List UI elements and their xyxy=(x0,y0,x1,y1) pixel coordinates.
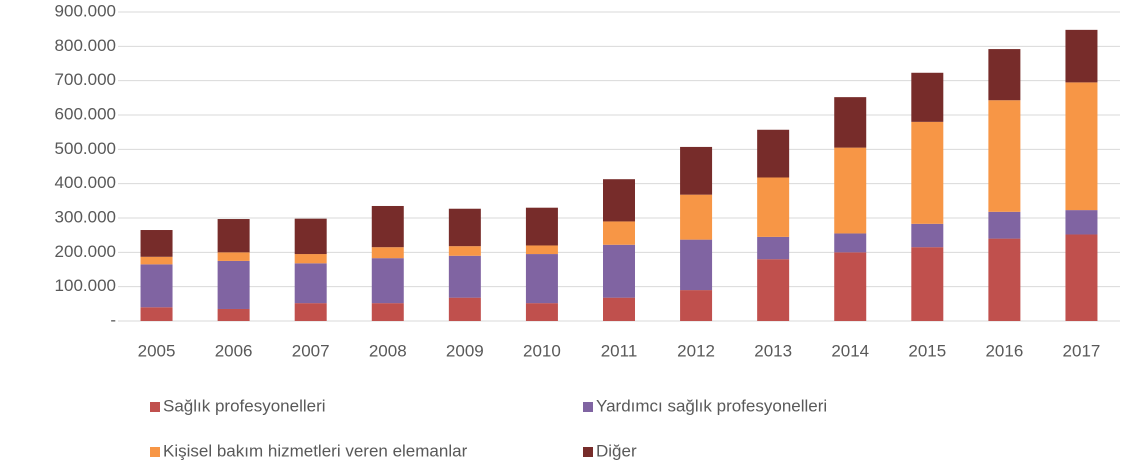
bar-segment xyxy=(911,223,944,248)
y-tick-label: 300.000 xyxy=(55,207,116,226)
bar-segment xyxy=(525,245,558,255)
bar-segment xyxy=(1065,82,1098,211)
bar-segment xyxy=(448,255,481,298)
legend-label: Sağlık profesyonelleri xyxy=(163,396,326,415)
x-tick-label: 2010 xyxy=(523,341,561,360)
legend-label: Kişisel bakım hizmetleri veren elemanlar xyxy=(163,441,468,460)
x-tick-label: 2014 xyxy=(831,341,869,360)
bar-segment xyxy=(217,252,250,261)
bar-segment xyxy=(371,205,404,248)
bar-segment xyxy=(448,208,481,247)
bar-segment xyxy=(448,246,481,256)
x-tick-label: 2015 xyxy=(908,341,946,360)
bar-segment xyxy=(1065,210,1098,235)
bar-segment xyxy=(294,303,327,321)
x-tick-label: 2012 xyxy=(677,341,715,360)
y-tick-label: 100.000 xyxy=(55,276,116,295)
bar-segment xyxy=(680,146,713,195)
x-tick-label: 2005 xyxy=(138,341,176,360)
bar-segment xyxy=(911,72,944,122)
bar-segment xyxy=(988,100,1021,212)
y-tick-label: - xyxy=(110,310,116,329)
y-tick-label: 800.000 xyxy=(55,36,116,55)
legend-label: Diğer xyxy=(596,441,637,460)
bar-segment xyxy=(525,254,558,304)
y-tick-label: 400.000 xyxy=(55,173,116,192)
x-tick-label: 2013 xyxy=(754,341,792,360)
x-tick-label: 2006 xyxy=(215,341,253,360)
bar-segment xyxy=(371,258,404,304)
bar-segment xyxy=(834,97,867,148)
bar-segment xyxy=(603,297,635,321)
bar-segment xyxy=(680,194,713,240)
legend-swatch xyxy=(583,447,593,457)
bar-segment xyxy=(680,239,713,291)
bar-segment xyxy=(448,297,481,321)
legend-label: Yardımcı sağlık profesyonelleri xyxy=(596,396,827,415)
bar-segment xyxy=(1065,234,1098,321)
bar-segment xyxy=(140,230,173,257)
y-tick-label: 200.000 xyxy=(55,242,116,261)
bar-segment xyxy=(371,303,404,321)
x-tick-label: 2017 xyxy=(1063,341,1101,360)
bar-segment xyxy=(757,259,790,321)
bar-segment xyxy=(988,238,1021,321)
bar-segment xyxy=(217,308,250,321)
bar-segment xyxy=(140,264,173,308)
x-tick-label: 2008 xyxy=(369,341,407,360)
y-tick-label: 700.000 xyxy=(55,70,116,89)
bar-segment xyxy=(294,254,327,264)
bar-segment xyxy=(371,247,404,259)
bar-segment xyxy=(603,179,635,222)
legend-swatch xyxy=(150,447,160,457)
x-tick-label: 2009 xyxy=(446,341,484,360)
y-tick-label: 600.000 xyxy=(55,104,116,123)
bar-segment xyxy=(603,244,635,298)
bar-segment xyxy=(525,303,558,321)
bar-segment xyxy=(140,256,173,265)
bar-segment xyxy=(757,236,790,260)
bar-segment xyxy=(217,219,250,253)
bar-segment xyxy=(911,247,944,321)
bar-segment xyxy=(988,49,1021,101)
bar-segment xyxy=(1065,29,1098,83)
bar-segment xyxy=(217,260,250,309)
bar-segment xyxy=(911,121,944,224)
bar-segment xyxy=(140,307,173,321)
bar-segment xyxy=(757,177,790,237)
legend-swatch xyxy=(150,402,160,412)
x-tick-label: 2016 xyxy=(985,341,1023,360)
bar-segment xyxy=(603,221,635,245)
bar-segment xyxy=(834,233,867,253)
bar-segment xyxy=(294,263,327,304)
bar-segment xyxy=(525,207,558,246)
y-tick-label: 500.000 xyxy=(55,139,116,158)
y-tick-label: 900.000 xyxy=(55,1,116,20)
x-tick-label: 2007 xyxy=(292,341,330,360)
bar-segment xyxy=(988,211,1021,239)
bar-segment xyxy=(757,129,790,178)
bar-segment xyxy=(294,218,327,255)
bar-segment xyxy=(680,290,713,321)
x-tick-label: 2011 xyxy=(601,341,638,360)
bar-segment xyxy=(834,147,867,234)
legend-swatch xyxy=(583,402,593,412)
bar-segment xyxy=(834,252,867,321)
